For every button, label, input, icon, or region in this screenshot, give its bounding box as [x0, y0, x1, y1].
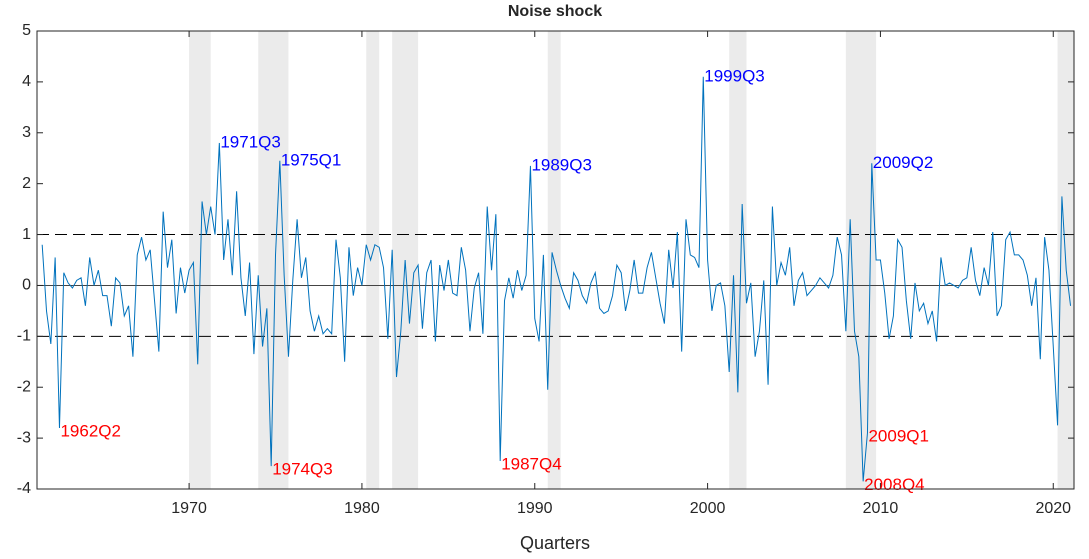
annotation: 2008Q4: [864, 475, 925, 494]
annotation: 1987Q4: [501, 454, 562, 473]
y-tick-label: -1: [17, 328, 31, 345]
x-tick-label: 1970: [171, 500, 207, 517]
x-axis-label: Quarters: [520, 533, 590, 553]
annotation: 1989Q3: [531, 155, 592, 174]
chart-title: Noise shock: [508, 3, 602, 20]
x-tick-label: 2000: [690, 500, 726, 517]
y-tick-label: 4: [22, 73, 31, 90]
shaded-region: [189, 31, 211, 489]
annotation: 1999Q3: [704, 66, 765, 85]
annotation: 1971Q3: [220, 132, 281, 151]
shaded-region: [729, 31, 747, 489]
axes-box: [36, 30, 1075, 490]
y-tick-label: -2: [17, 378, 31, 395]
y-tick-label: -4: [17, 480, 31, 497]
y-tick-label: 2: [22, 175, 31, 192]
series-line: [41, 76, 1072, 482]
y-tick-label: 0: [22, 277, 31, 294]
y-tick-label: -3: [17, 429, 31, 446]
y-tick-label: 3: [22, 124, 31, 141]
annotation: 1962Q2: [60, 421, 121, 440]
y-tick-label: 5: [22, 22, 31, 39]
shaded-region: [366, 31, 380, 489]
x-tick-label: 2010: [863, 500, 899, 517]
x-tick-label: 1980: [344, 500, 380, 517]
y-tick-label: 1: [22, 226, 31, 243]
annotation: 1974Q3: [272, 460, 333, 479]
x-tick-label: 1990: [517, 500, 553, 517]
annotation: 2009Q1: [868, 427, 929, 446]
annotation: 1975Q1: [281, 150, 342, 169]
x-tick-label: 2020: [1035, 500, 1071, 517]
annotation: 2009Q2: [873, 153, 934, 172]
